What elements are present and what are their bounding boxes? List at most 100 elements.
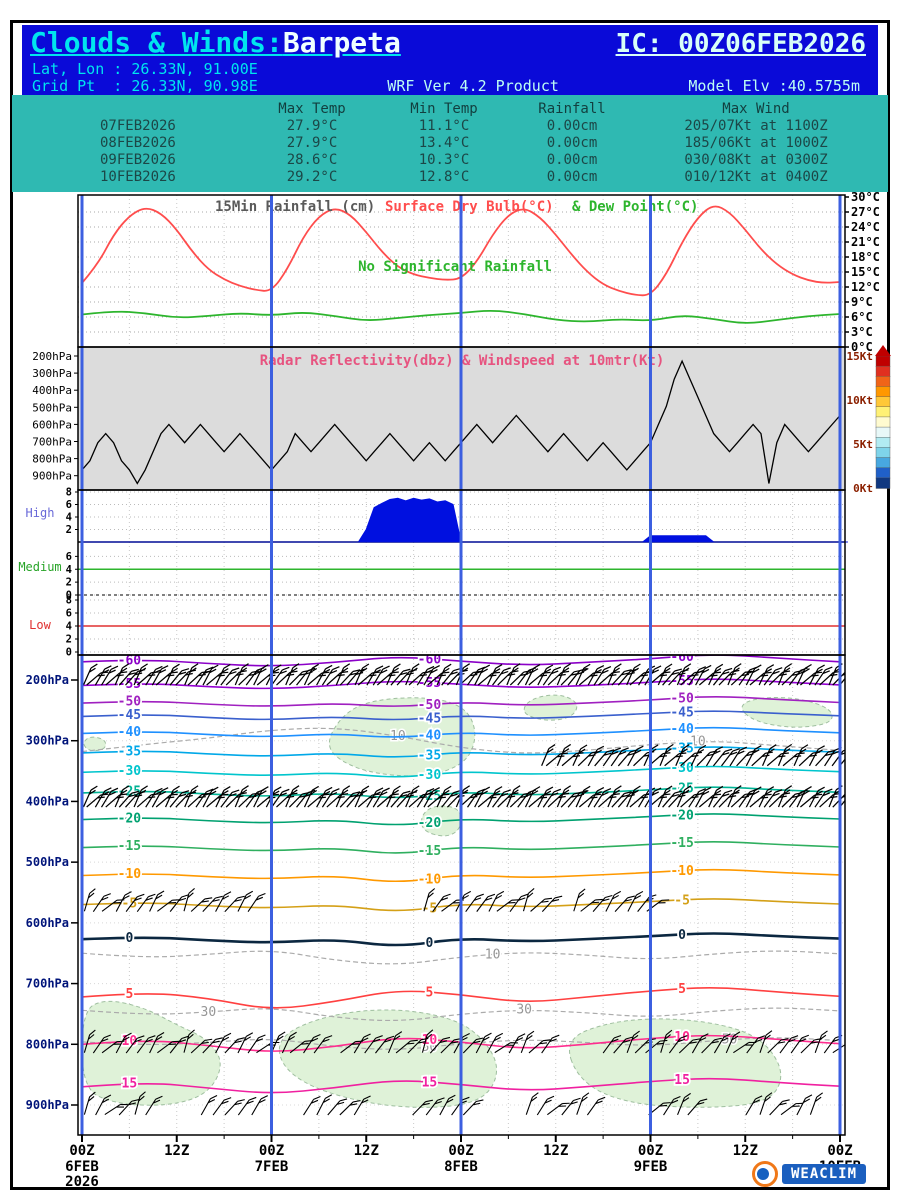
svg-text:5: 5 [426,986,434,1001]
wind-barb [745,786,762,808]
wind-barb [790,1034,810,1054]
wind-barb [83,1091,96,1115]
svg-text:00Z: 00Z [69,1143,94,1159]
wind-barb [386,663,401,686]
wind-barb [713,1033,731,1054]
wind-barb [627,890,644,912]
wind-barb [423,888,436,912]
wind-barb [327,1098,348,1116]
wind-barb [376,671,399,686]
wind-barb [303,785,319,808]
table-header-cell: Min Temp [410,101,478,117]
wind-barb [321,666,340,686]
wind-barb [522,888,535,912]
wind-barb [598,671,620,686]
svg-text:-35: -35 [670,741,693,756]
svg-text:Surface Dry Bulb(°C): Surface Dry Bulb(°C) [385,199,554,215]
wind-barb [157,1040,180,1054]
svg-text:4: 4 [66,564,72,576]
wind-barb [745,664,762,686]
table-cell: 29.2°C [286,169,338,185]
wind-barb [580,898,603,912]
svg-text:-10: -10 [418,872,442,887]
wind-barb [657,785,673,808]
wind-barb [626,785,641,808]
wind-barb [745,745,762,767]
wind-barb [537,786,554,808]
wind-barb [215,663,231,686]
svg-text:30°C: 30°C [851,190,880,204]
high-cloud-fill [82,497,848,543]
svg-text:300hPa: 300hPa [26,734,69,748]
wind-barb [573,888,586,912]
svg-text:8: 8 [66,487,72,499]
rh-shading-blob [83,736,107,752]
svg-text:6FEB: 6FEB [65,1159,99,1175]
wind-barb [220,667,240,686]
table-cell: 28.6°C [286,152,338,168]
svg-text:8FEB: 8FEB [444,1159,478,1175]
wind-barb [611,669,632,686]
wind-barb [705,746,724,767]
wind-barb [212,1097,232,1116]
wind-barb [613,1036,634,1054]
wind-barb [224,1037,245,1054]
wind-barb [688,788,707,808]
wind-barb [537,664,554,686]
wind-barb [202,895,223,912]
wind-barb [101,1040,125,1054]
table-cell: 10.3°C [418,152,470,168]
svg-text:0: 0 [125,931,133,946]
table-cell: 11.1°C [418,118,470,134]
wind-barb [423,787,440,808]
svg-text:2: 2 [66,577,72,589]
page-title: Clouds & Winds:Barpeta [30,26,401,59]
wind-barb [587,745,605,767]
table-cell: 12.8°C [418,169,470,185]
wind-barb [169,1035,189,1054]
table-cell: 0.00cm [546,118,598,134]
wind-barb [316,1094,333,1116]
wind-barb [387,1031,403,1054]
wind-barb [509,893,529,912]
svg-text:-15: -15 [670,836,693,851]
wind-barb [339,791,361,808]
wind-barb [648,793,671,808]
wind-barb [476,893,496,912]
wind-barb [462,1099,484,1116]
weaclim-logo-icon [752,1161,778,1187]
temp-contour--20 [81,813,841,826]
wind-barb [767,1038,789,1054]
svg-text:5: 5 [125,987,133,1002]
svg-text:0: 0 [678,928,686,943]
wind-barb [691,1033,709,1054]
svg-text:800hPa: 800hPa [26,1037,69,1051]
wind-barb [354,663,370,686]
wind-barb [759,1092,773,1115]
wind-barb [94,665,112,686]
wind-barb [364,1035,383,1054]
wind-barb [779,1035,799,1054]
wind-barb [372,665,390,686]
svg-text:15Min Rainfall (cm): 15Min Rainfall (cm) [215,199,375,215]
wind-barb [809,1092,824,1115]
wind-barb [506,663,521,686]
wind-barb [777,663,793,686]
temp-contour--50 [81,695,841,707]
wind-barb [253,664,269,686]
wind-barb [494,1042,518,1054]
wind-barb [276,670,298,686]
wind-barb [164,663,180,686]
temp-contour-5 [81,987,841,1009]
wind-barb [115,891,132,912]
svg-text:21°C: 21°C [851,235,880,249]
wind-barb [758,786,775,808]
wind-barb [125,1035,145,1054]
svg-text:0: 0 [66,647,72,659]
weaclim-logo-icon-inner [757,1168,769,1180]
svg-text:12Z: 12Z [164,1143,189,1159]
wind-barb [497,670,519,686]
svg-text:900hPa: 900hPa [26,1098,69,1112]
wind-barb [82,663,98,686]
